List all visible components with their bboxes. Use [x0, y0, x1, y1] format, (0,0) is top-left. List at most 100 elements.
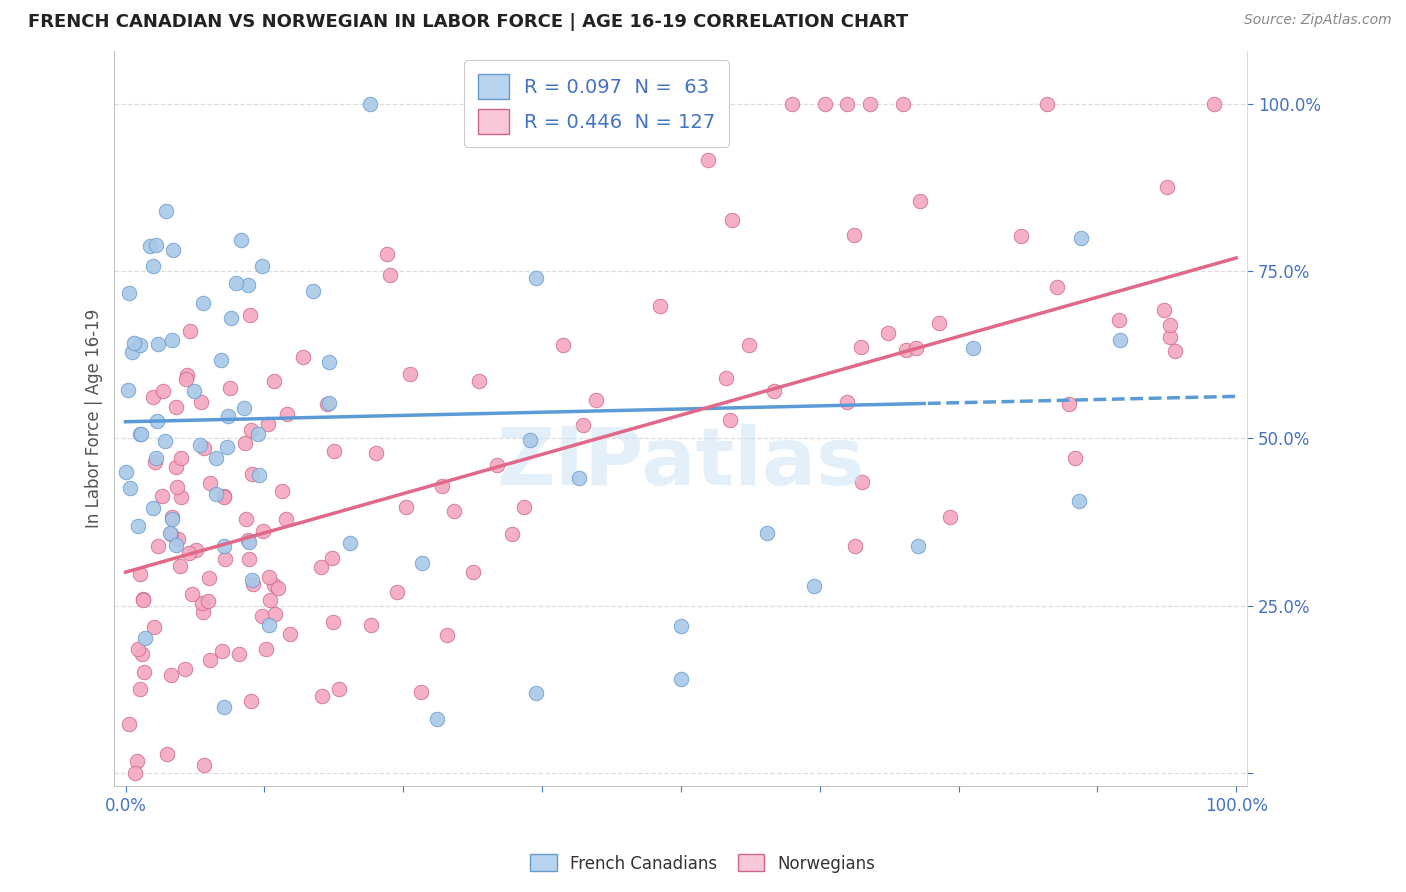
- Point: [463, 566, 485, 580]
- Point: [217, 409, 239, 423]
- Point: [145, 237, 167, 252]
- Point: [311, 689, 333, 703]
- Point: [238, 535, 260, 549]
- Point: [503, 97, 526, 112]
- Point: [905, 342, 928, 356]
- Point: [309, 559, 332, 574]
- Point: [165, 401, 187, 415]
- Point: [395, 500, 418, 514]
- Point: [145, 450, 167, 465]
- Point: [247, 467, 270, 482]
- Point: [124, 765, 146, 780]
- Point: [425, 712, 447, 726]
- Point: [191, 296, 214, 310]
- Point: [1064, 450, 1087, 465]
- Point: [233, 435, 256, 450]
- Point: [212, 490, 235, 504]
- Point: [385, 585, 408, 599]
- Point: [238, 552, 260, 566]
- Point: [153, 434, 176, 448]
- Point: [907, 539, 929, 553]
- Point: [1069, 494, 1091, 508]
- Point: [211, 644, 233, 658]
- Point: [236, 277, 259, 292]
- Point: [143, 620, 166, 634]
- Point: [205, 486, 228, 500]
- Point: [512, 500, 534, 515]
- Point: [176, 368, 198, 383]
- Point: [134, 631, 156, 645]
- Point: [908, 194, 931, 208]
- Point: [142, 501, 165, 516]
- Point: [162, 243, 184, 257]
- Point: [225, 276, 247, 290]
- Text: ZIPatlas: ZIPatlas: [496, 424, 865, 501]
- Point: [851, 475, 873, 490]
- Point: [322, 615, 344, 629]
- Point: [568, 471, 591, 485]
- Point: [160, 509, 183, 524]
- Point: [648, 299, 671, 313]
- Point: [118, 286, 141, 301]
- Point: [180, 587, 202, 601]
- Point: [360, 617, 382, 632]
- Point: [169, 558, 191, 573]
- Point: [205, 451, 228, 466]
- Point: [276, 407, 298, 421]
- Point: [714, 370, 737, 384]
- Point: [526, 685, 548, 699]
- Point: [1108, 313, 1130, 327]
- Point: [173, 662, 195, 676]
- Point: [443, 503, 465, 517]
- Point: [131, 592, 153, 607]
- Point: [399, 367, 422, 381]
- Point: [190, 395, 212, 409]
- Point: [1057, 397, 1080, 411]
- Point: [1202, 97, 1225, 112]
- Point: [859, 97, 882, 112]
- Point: [254, 642, 277, 657]
- Point: [432, 479, 454, 493]
- Point: [238, 533, 260, 548]
- Point: [835, 395, 858, 409]
- Point: [219, 311, 242, 326]
- Point: [165, 538, 187, 552]
- Point: [124, 335, 146, 350]
- Point: [278, 627, 301, 641]
- Point: [191, 596, 214, 610]
- Point: [160, 333, 183, 347]
- Point: [252, 259, 274, 273]
- Point: [553, 337, 575, 351]
- Point: [183, 384, 205, 398]
- Point: [318, 396, 340, 410]
- Point: [198, 653, 221, 667]
- Point: [215, 440, 238, 454]
- Point: [165, 460, 187, 475]
- Point: [814, 97, 837, 112]
- Point: [139, 239, 162, 253]
- Point: [519, 434, 541, 448]
- Point: [328, 681, 350, 696]
- Point: [375, 247, 398, 261]
- Point: [198, 571, 221, 585]
- Point: [179, 324, 201, 338]
- Point: [339, 536, 361, 550]
- Point: [166, 480, 188, 494]
- Point: [127, 754, 149, 768]
- Point: [572, 417, 595, 432]
- Point: [842, 228, 865, 243]
- Point: [257, 617, 280, 632]
- Point: [219, 381, 242, 395]
- Point: [142, 390, 165, 404]
- Point: [128, 567, 150, 582]
- Point: [146, 337, 169, 351]
- Point: [170, 450, 193, 465]
- Point: [129, 427, 152, 442]
- Point: [1010, 229, 1032, 244]
- Point: [250, 608, 273, 623]
- Point: [837, 97, 859, 112]
- Point: [214, 552, 236, 566]
- Point: [129, 338, 152, 352]
- Point: [240, 694, 263, 708]
- Point: [193, 442, 215, 456]
